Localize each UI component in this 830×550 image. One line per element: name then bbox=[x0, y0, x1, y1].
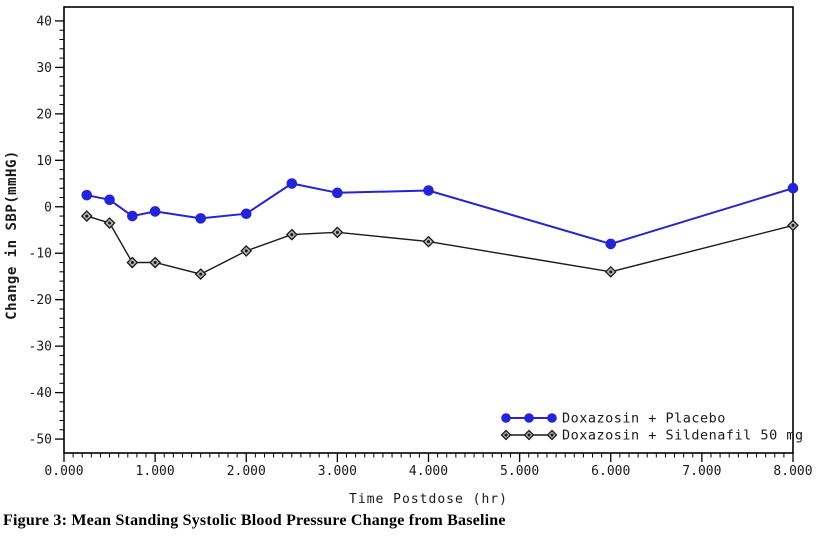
circle-marker bbox=[149, 206, 161, 217]
circle-marker bbox=[81, 189, 93, 201]
y-tick-label: -10 bbox=[29, 247, 52, 262]
series-doxazosin-placebo bbox=[81, 178, 799, 250]
diamond-marker-dot bbox=[108, 221, 112, 225]
y-tick-label: -50 bbox=[29, 433, 52, 448]
y-tick-label: 20 bbox=[36, 107, 52, 122]
circle-marker bbox=[332, 187, 343, 199]
circle-marker bbox=[195, 213, 206, 224]
y-axis-minor-ticks bbox=[59, 29, 64, 431]
line-chart-canvas: 0.000 1.000 2.000 3.000 4.000 5.000 6.000 7.000… bbox=[4, 6, 813, 507]
diamond-marker-dot bbox=[550, 433, 554, 437]
diamond-marker-dot bbox=[85, 214, 89, 218]
diamond-marker-dot bbox=[153, 261, 157, 265]
circle-marker bbox=[286, 178, 298, 189]
figure-caption: Figure 3: Mean Standing Systolic Blood P… bbox=[3, 512, 506, 529]
diamond-marker-dot bbox=[791, 223, 795, 227]
diamond-marker-dot bbox=[609, 270, 613, 274]
circle-marker bbox=[605, 238, 617, 250]
y-tick-label: -30 bbox=[29, 340, 52, 355]
series-line-doxazosin-placebo bbox=[86, 182, 794, 245]
diamond-marker-dot bbox=[335, 230, 339, 234]
circle-marker bbox=[240, 208, 252, 220]
x-axis-title: Time Postdose (hr) bbox=[349, 492, 508, 507]
x-tick-label: 5.000 bbox=[500, 464, 539, 479]
diamond-marker-dot bbox=[244, 249, 248, 253]
y-tick-label: 30 bbox=[36, 61, 52, 76]
y-axis-major-ticks: 40 30 20 10 0 -10 -20 -30 -40 -50 bbox=[29, 14, 64, 448]
x-tick-label: 4.000 bbox=[409, 464, 448, 479]
y-tick-label: 10 bbox=[36, 154, 52, 169]
x-tick-label: 2.000 bbox=[227, 464, 266, 479]
x-tick-label: 0.000 bbox=[44, 464, 83, 479]
legend-label: Doxazosin + Placebo bbox=[562, 411, 726, 427]
diamond-marker-dot bbox=[427, 240, 430, 244]
x-tick-label: 7.000 bbox=[682, 464, 721, 479]
diamond-marker-dot bbox=[290, 233, 294, 237]
circle-marker bbox=[501, 413, 511, 423]
series-doxazosin-sildenafil-50-mg bbox=[80, 210, 799, 281]
x-tick-label: 6.000 bbox=[591, 464, 630, 479]
legend-item-doxazosin-sildenafil-50-mg: Doxazosin + Sildenafil 50 mg bbox=[500, 428, 804, 444]
y-axis-title: Change in SBP(mmHG) bbox=[4, 150, 20, 320]
circle-marker bbox=[423, 185, 434, 196]
circle-marker bbox=[787, 182, 799, 194]
y-tick-label: -20 bbox=[29, 293, 52, 308]
diamond-marker-dot bbox=[199, 272, 203, 276]
x-tick-label: 1.000 bbox=[136, 464, 175, 479]
circle-marker bbox=[524, 413, 534, 423]
diamond-marker-dot bbox=[527, 433, 531, 437]
x-tick-label: 3.000 bbox=[318, 464, 357, 479]
x-axis-minor-ticks bbox=[72, 453, 785, 458]
diamond-marker-dot bbox=[130, 261, 134, 265]
circle-marker bbox=[547, 413, 557, 423]
x-tick-label: 8.000 bbox=[773, 464, 812, 479]
legend-item-doxazosin-placebo: Doxazosin + Placebo bbox=[501, 411, 726, 427]
circle-marker bbox=[127, 210, 138, 222]
y-tick-label: 40 bbox=[36, 14, 52, 29]
diamond-marker-dot bbox=[504, 433, 508, 437]
y-tick-label: -40 bbox=[29, 386, 52, 401]
plot-frame bbox=[63, 6, 794, 454]
circle-marker bbox=[104, 194, 115, 206]
legend-label: Doxazosin + Sildenafil 50 mg bbox=[562, 428, 804, 444]
y-tick-label: 0 bbox=[44, 200, 52, 215]
x-axis-major-ticks: 0.000 1.000 2.000 3.000 4.000 5.000 6.000 7.000… bbox=[44, 453, 813, 479]
series-line-doxazosin-sildenafil-50-mg bbox=[86, 215, 794, 275]
blood-pressure-line-chart: 0.000 1.000 2.000 3.000 4.000 5.000 6.000 7.000… bbox=[4, 6, 813, 507]
